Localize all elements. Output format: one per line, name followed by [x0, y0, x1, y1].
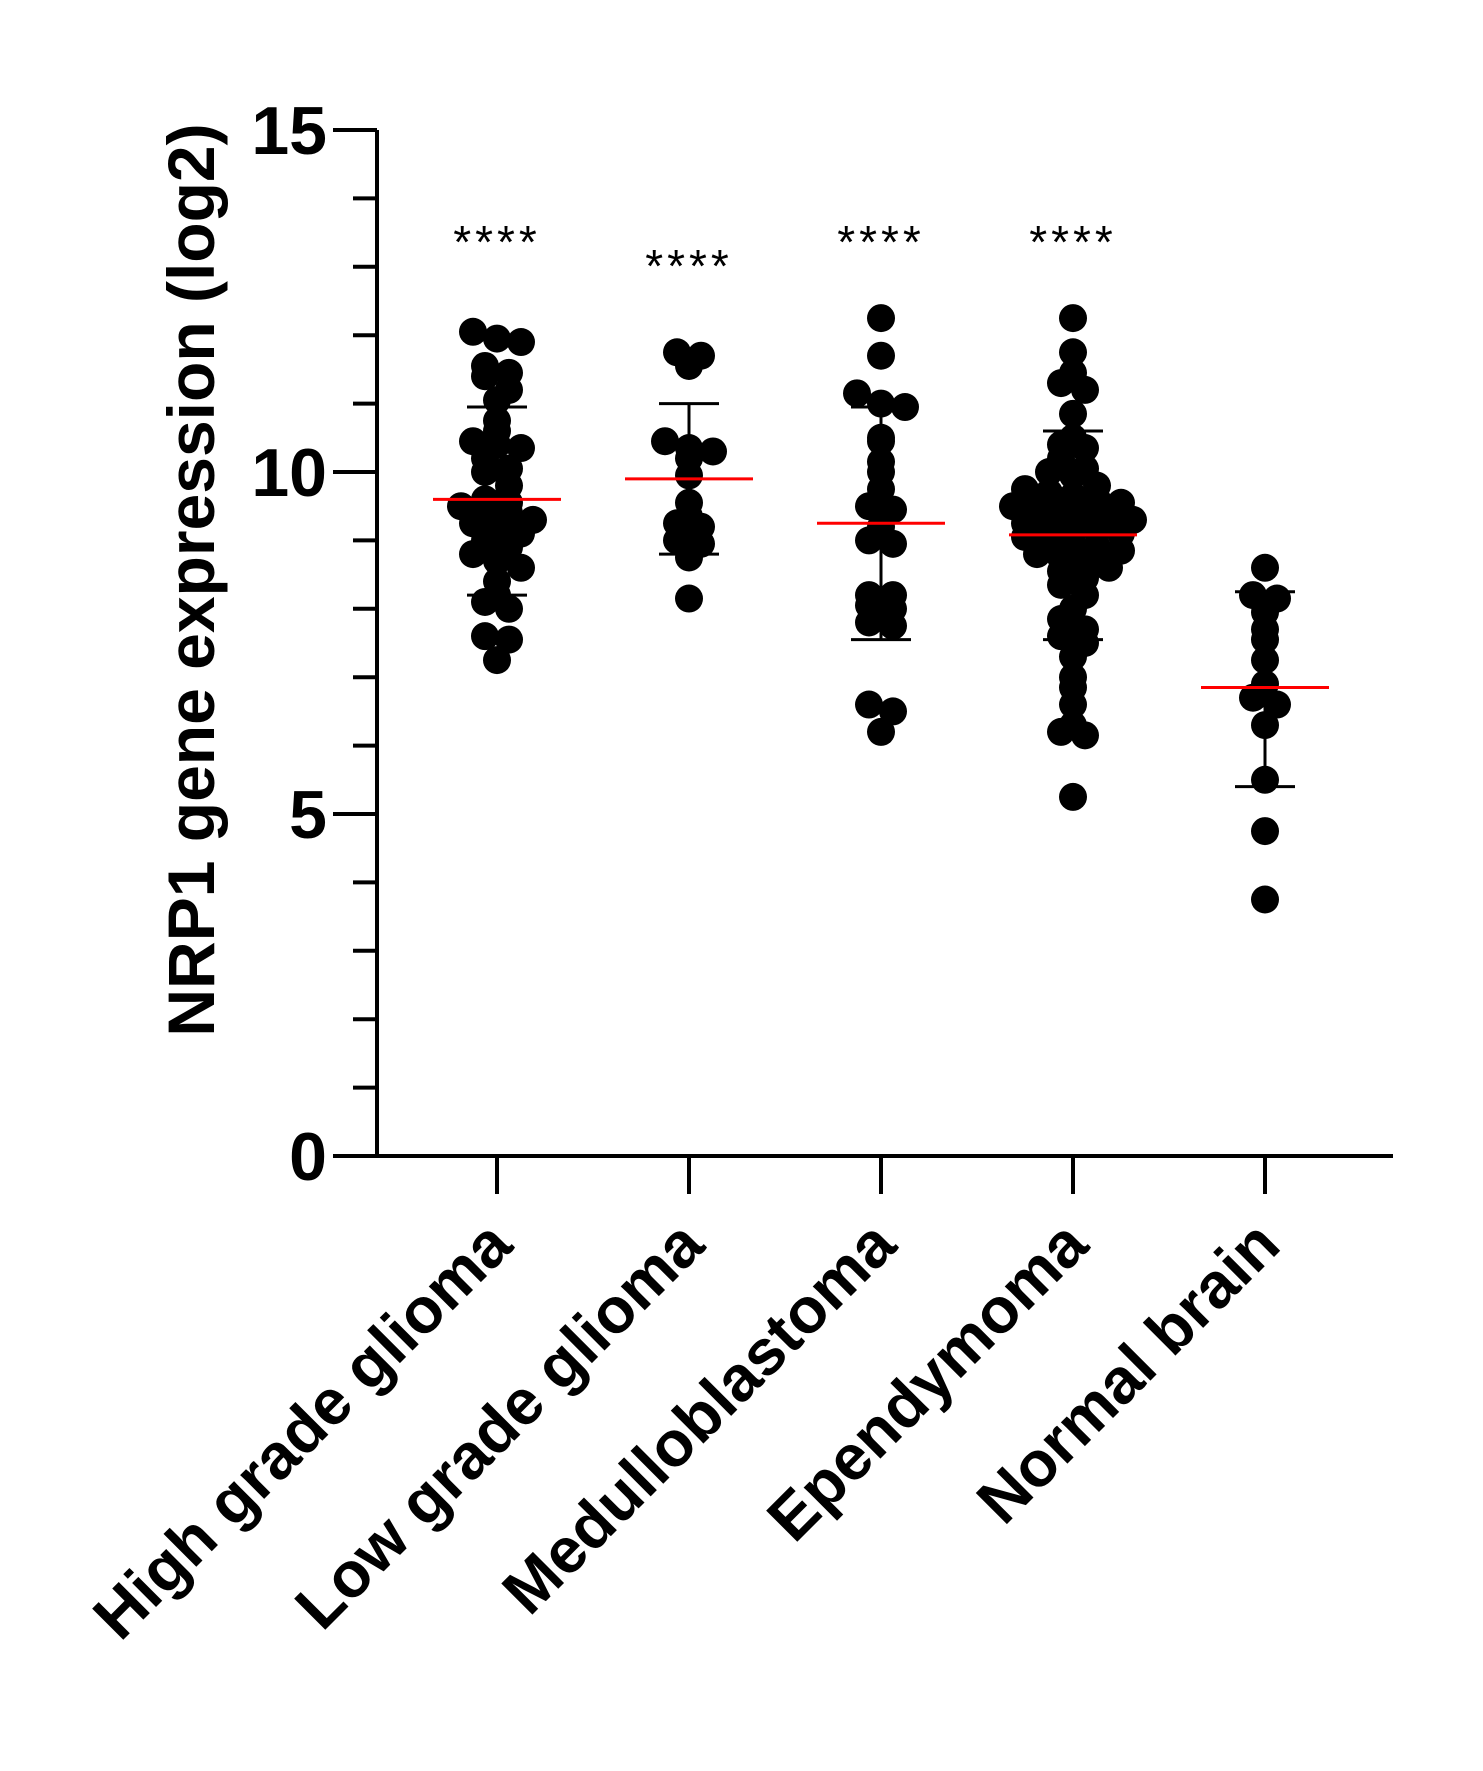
plot-area: **** **** **** **** — [433, 216, 1329, 914]
data-point — [471, 362, 499, 391]
data-point — [1047, 369, 1075, 398]
data-point — [1095, 553, 1123, 582]
data-point — [1059, 782, 1087, 811]
data-point — [867, 389, 895, 418]
data-point — [1251, 817, 1279, 846]
data-point — [483, 324, 511, 353]
data-point — [483, 646, 511, 675]
data-point — [471, 622, 499, 651]
group-medulloblastoma: **** — [817, 216, 945, 746]
data-point — [651, 427, 679, 456]
data-point — [1059, 642, 1087, 671]
data-point — [1035, 458, 1063, 486]
y-tick-label: 5 — [289, 777, 327, 853]
data-point — [675, 351, 703, 380]
data-point — [471, 458, 499, 486]
data-point — [1251, 885, 1279, 914]
data-point — [471, 587, 499, 616]
significance-annotation: **** — [1029, 216, 1117, 268]
data-point — [879, 529, 907, 558]
significance-annotation: **** — [645, 240, 733, 292]
data-point — [855, 608, 883, 637]
data-point — [1251, 553, 1279, 582]
data-point — [855, 492, 883, 521]
group-normal-brain — [1201, 553, 1329, 914]
data-point — [1239, 683, 1267, 712]
significance-annotation: **** — [837, 216, 925, 268]
data-point — [1071, 375, 1099, 404]
data-point — [507, 328, 535, 357]
data-point — [879, 611, 907, 640]
data-point — [855, 526, 883, 555]
data-point — [1047, 570, 1075, 599]
data-point — [1059, 338, 1087, 367]
data-point — [867, 341, 895, 370]
group-high-grade-glioma: **** — [433, 216, 561, 675]
data-point — [675, 543, 703, 572]
data-point — [1059, 399, 1087, 428]
group-ependymoma: **** — [999, 216, 1147, 811]
data-point — [1059, 304, 1087, 333]
y-axis: 0 5 10 15 — [251, 93, 379, 1195]
data-point — [1071, 721, 1099, 750]
data-point — [495, 594, 523, 623]
data-point — [459, 540, 487, 569]
data-point — [1047, 717, 1075, 746]
y-tick-label: 0 — [289, 1119, 327, 1195]
data-point — [675, 584, 703, 613]
data-point — [507, 553, 535, 582]
data-point — [855, 690, 883, 719]
data-point — [867, 717, 895, 746]
data-point — [1047, 622, 1075, 651]
data-point — [459, 317, 487, 346]
data-point — [699, 437, 727, 466]
data-point — [1059, 690, 1087, 719]
data-point — [495, 625, 523, 654]
data-point — [1023, 540, 1051, 569]
data-point — [507, 434, 535, 463]
data-point — [879, 697, 907, 726]
group-low-grade-glioma: **** — [625, 240, 753, 613]
data-point — [843, 379, 871, 408]
data-point — [1263, 690, 1291, 719]
data-point — [1071, 434, 1099, 463]
y-tick-label: 10 — [251, 435, 327, 511]
significance-annotation: **** — [453, 216, 541, 268]
y-axis-label: NRP1 gene expression (log2) — [154, 123, 228, 1036]
data-point — [867, 304, 895, 333]
y-tick-label: 15 — [251, 93, 327, 169]
